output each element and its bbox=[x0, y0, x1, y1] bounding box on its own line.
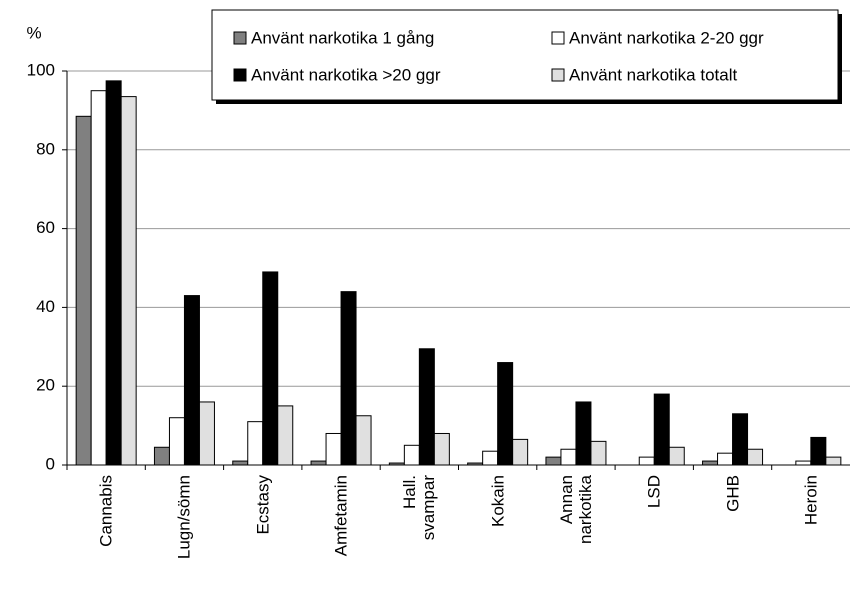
bar bbox=[512, 438, 529, 466]
bar bbox=[638, 456, 655, 466]
legend-label: Använt narkotika >20 ggr bbox=[251, 65, 441, 84]
bar bbox=[277, 405, 294, 466]
bar bbox=[153, 446, 170, 466]
x-tick-label: Heroin bbox=[801, 475, 821, 526]
x-tick-label: Ecstasy bbox=[253, 475, 273, 535]
y-tick-label: 80 bbox=[36, 139, 55, 158]
bar bbox=[702, 460, 719, 466]
bar bbox=[810, 436, 827, 466]
y-tick-label: 40 bbox=[36, 297, 55, 316]
bar bbox=[168, 417, 185, 466]
bar bbox=[247, 421, 264, 466]
bar bbox=[795, 460, 812, 466]
legend-swatch bbox=[233, 68, 247, 82]
y-tick-label: 60 bbox=[36, 218, 55, 237]
x-tick-label: Lugn/sömn bbox=[174, 475, 194, 560]
bar bbox=[105, 80, 122, 466]
y-axis-label: % bbox=[26, 23, 41, 42]
bar bbox=[310, 460, 327, 466]
bar bbox=[482, 450, 499, 466]
bar bbox=[717, 452, 734, 466]
bar bbox=[545, 456, 562, 466]
bar bbox=[747, 448, 764, 466]
bar bbox=[403, 444, 420, 466]
y-tick-label: 20 bbox=[36, 376, 55, 395]
bar bbox=[198, 401, 215, 466]
x-tick-label: GHB bbox=[723, 475, 743, 512]
bar bbox=[590, 440, 607, 466]
x-tick-label: Annan narkotika bbox=[556, 475, 595, 544]
bar bbox=[433, 432, 450, 466]
bar bbox=[340, 291, 357, 466]
bar bbox=[418, 348, 435, 466]
legend-swatch bbox=[551, 31, 565, 45]
bar bbox=[262, 271, 279, 466]
bar bbox=[560, 448, 577, 466]
x-tick-label: Amfetamin bbox=[331, 475, 351, 557]
bar bbox=[497, 362, 514, 466]
y-tick-label: 100 bbox=[27, 60, 55, 79]
bar bbox=[75, 115, 92, 466]
bar bbox=[183, 295, 200, 466]
legend bbox=[211, 9, 839, 101]
bar bbox=[825, 456, 842, 466]
legend-label: Använt narkotika 2-20 ggr bbox=[569, 28, 764, 47]
bar bbox=[575, 401, 592, 466]
bar bbox=[90, 90, 107, 466]
bar bbox=[232, 460, 249, 466]
y-tick-label: 0 bbox=[46, 454, 55, 473]
bar bbox=[355, 415, 372, 466]
bar bbox=[732, 413, 749, 466]
bar bbox=[653, 393, 670, 466]
x-tick-label: Hall. svampar bbox=[400, 475, 439, 541]
bar bbox=[668, 446, 685, 466]
bar bbox=[325, 432, 342, 466]
x-tick-label: Cannabis bbox=[96, 475, 116, 547]
x-tick-label: LSD bbox=[644, 475, 664, 509]
legend-swatch bbox=[233, 31, 247, 45]
legend-label: Använt narkotika 1 gång bbox=[251, 28, 434, 47]
bar bbox=[120, 96, 137, 466]
legend-swatch bbox=[551, 68, 565, 82]
legend-label: Använt narkotika totalt bbox=[569, 65, 737, 84]
x-tick-label: Kokain bbox=[488, 475, 508, 527]
